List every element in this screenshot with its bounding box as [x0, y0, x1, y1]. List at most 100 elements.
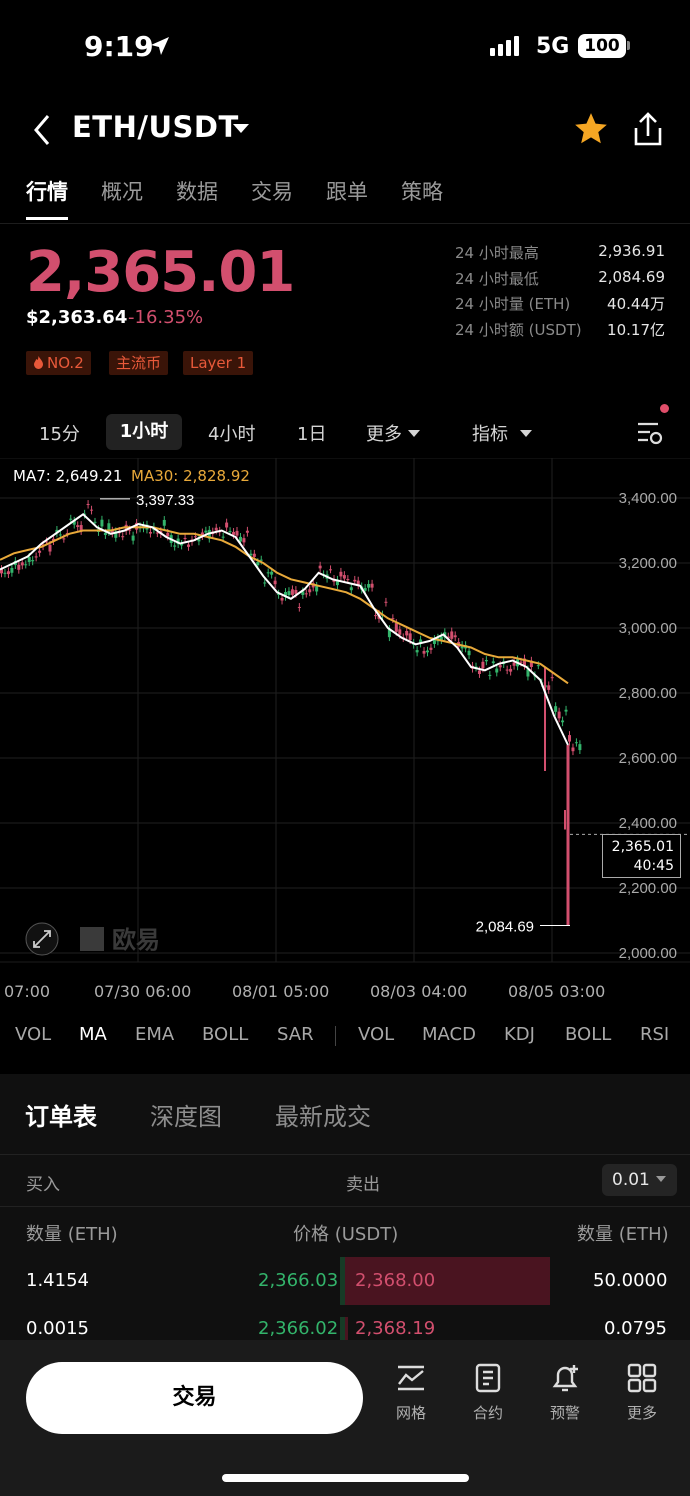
- candle-body: [294, 590, 298, 594]
- tf-1h[interactable]: 1小时: [106, 414, 182, 450]
- back-arrow-icon[interactable]: [30, 112, 54, 148]
- ind-sar[interactable]: SAR: [277, 1024, 314, 1045]
- share-icon[interactable]: [630, 110, 666, 148]
- indicator-menu[interactable]: 指标: [472, 420, 532, 446]
- tf-1d[interactable]: 1日: [297, 424, 327, 445]
- nav-grid[interactable]: 网格: [381, 1362, 441, 1423]
- ind-boll[interactable]: BOLL: [202, 1024, 249, 1045]
- candle-body: [484, 659, 488, 662]
- stat-volume: 24 小时量 (ETH) 40.44万: [455, 295, 665, 313]
- tab-copy-trade[interactable]: 跟单: [326, 180, 368, 204]
- ind-vol[interactable]: VOL: [15, 1024, 52, 1045]
- candle-body: [128, 529, 132, 531]
- trade-button[interactable]: 交易: [26, 1362, 363, 1434]
- bid-qty[interactable]: 1.4154: [26, 1270, 89, 1291]
- candle-body: [131, 535, 135, 541]
- ind-macd[interactable]: MACD: [422, 1024, 476, 1045]
- candle-body: [173, 545, 177, 547]
- tab-overview[interactable]: 概况: [101, 180, 143, 204]
- bid-depth-bar: [340, 1317, 345, 1340]
- bid-price[interactable]: 2,366.02: [258, 1318, 339, 1339]
- chevron-down-icon: [520, 430, 532, 437]
- mainstream-badge[interactable]: 主流币: [109, 351, 169, 375]
- candle-body: [408, 633, 412, 641]
- bid-qty[interactable]: 0.0015: [26, 1318, 89, 1339]
- candle-body: [235, 530, 239, 536]
- candle-body: [155, 532, 159, 534]
- col-ask-qty: 数量 (ETH): [577, 1224, 669, 1245]
- candle-body: [398, 629, 402, 635]
- candle-body: [3, 572, 7, 574]
- tab-trade[interactable]: 交易: [251, 180, 293, 204]
- candle-body: [266, 572, 270, 574]
- status-time: 9:19: [84, 30, 154, 63]
- candle-body: [27, 556, 31, 562]
- candle-body: [367, 584, 371, 588]
- pair-title[interactable]: ETH/USDT: [72, 110, 239, 144]
- nav-futures[interactable]: 合约: [458, 1362, 518, 1423]
- usd-price: $2,363.64: [26, 307, 128, 328]
- candle-body: [505, 669, 509, 671]
- ask-price[interactable]: 2,368.00: [355, 1270, 436, 1291]
- candle-body: [529, 660, 533, 668]
- candle-body: [564, 709, 568, 712]
- tf-4h[interactable]: 4小时: [208, 424, 256, 445]
- bid-price[interactable]: 2,366.03: [258, 1270, 339, 1291]
- candle-body: [20, 562, 24, 566]
- favorite-star-icon[interactable]: [572, 110, 610, 148]
- candle-body: [58, 534, 62, 536]
- candle-body: [256, 562, 260, 566]
- ask-depth-bar: [345, 1317, 348, 1340]
- nav-more[interactable]: 更多: [612, 1362, 672, 1423]
- candle-body: [287, 591, 291, 595]
- candle-body: [135, 522, 139, 530]
- tf-15m[interactable]: 15分: [39, 424, 80, 445]
- ind-sub-vol[interactable]: VOL: [358, 1024, 395, 1045]
- candle-body: [228, 531, 232, 533]
- tab-depth-chart[interactable]: 深度图: [150, 1103, 222, 1131]
- rank-badge[interactable]: NO.2: [26, 351, 91, 375]
- nav-alert[interactable]: 预警: [535, 1362, 595, 1423]
- candle-body: [419, 639, 423, 644]
- candle-body: [339, 571, 343, 577]
- ind-sub-boll[interactable]: BOLL: [565, 1024, 612, 1045]
- tab-strategy[interactable]: 策略: [401, 180, 443, 204]
- candle-body: [176, 538, 180, 545]
- y-tick-label: 2,600.00: [619, 750, 677, 767]
- ind-kdj[interactable]: KDJ: [504, 1024, 535, 1045]
- network-type: 5G: [536, 34, 570, 59]
- ask-qty[interactable]: 50.0000: [593, 1270, 668, 1291]
- candle-body: [536, 665, 540, 667]
- candle-body: [301, 591, 305, 595]
- tab-market[interactable]: 行情: [26, 176, 68, 220]
- tab-data[interactable]: 数据: [176, 180, 218, 204]
- candle-body: [526, 669, 530, 677]
- candle-body: [315, 585, 319, 592]
- layer1-badge[interactable]: Layer 1: [183, 351, 254, 375]
- tab-orderbook[interactable]: 订单表: [25, 1103, 97, 1131]
- candle-body: [17, 564, 21, 570]
- pair-dropdown-icon[interactable]: [233, 124, 249, 133]
- candle-body: [200, 532, 204, 537]
- tab-latest-trades[interactable]: 最新成交: [275, 1103, 371, 1131]
- ind-rsi[interactable]: RSI: [640, 1024, 670, 1045]
- ask-qty[interactable]: 0.0795: [604, 1318, 667, 1339]
- y-tick-label: 2,000.00: [619, 945, 677, 962]
- candle-body: [103, 532, 107, 536]
- candle-body: [6, 571, 10, 575]
- candle-body: [519, 661, 523, 663]
- candle-body: [62, 538, 66, 540]
- ind-ema[interactable]: EMA: [135, 1024, 175, 1045]
- ind-ma[interactable]: MA: [79, 1024, 107, 1045]
- candle-body: [114, 531, 118, 538]
- candlestick-chart[interactable]: 3,400.00 3,200.00 3,000.00 2,800.00 2,600.00…: [0, 458, 690, 1006]
- stat-turnover: 24 小时额 (USDT) 10.17亿: [455, 320, 665, 339]
- chart-settings-icon[interactable]: [636, 420, 664, 446]
- candle-body: [76, 525, 80, 527]
- ma30-line: [0, 526, 569, 685]
- orderbook-divider: [0, 1206, 690, 1207]
- tf-more[interactable]: 更多: [366, 420, 420, 446]
- candle-body: [238, 536, 242, 542]
- candle-body: [304, 593, 308, 595]
- ask-price[interactable]: 2,368.19: [355, 1318, 436, 1339]
